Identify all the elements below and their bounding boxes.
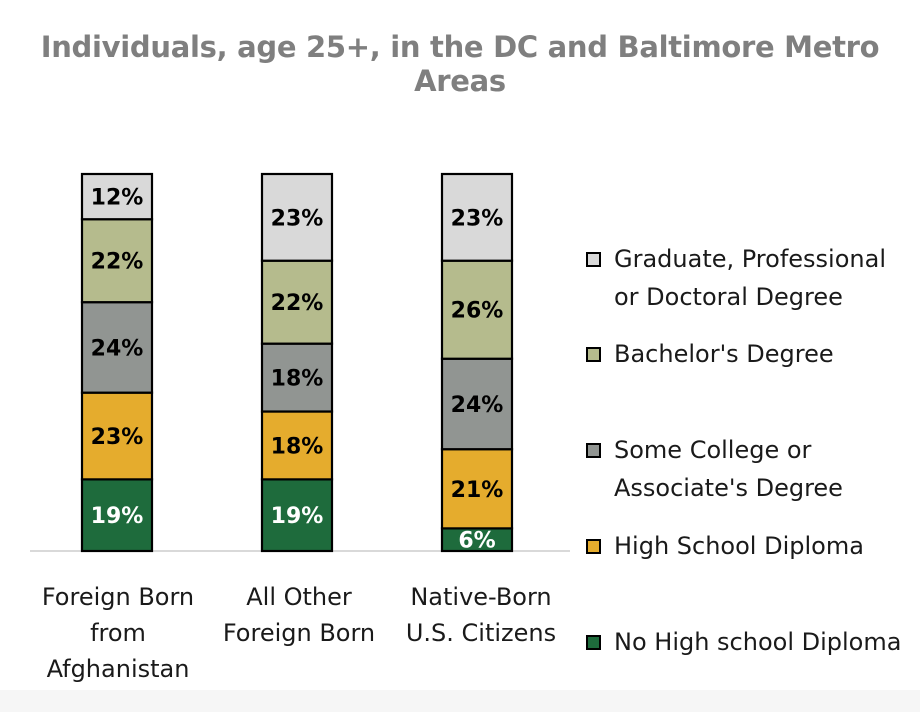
data-label: 21% bbox=[451, 478, 504, 503]
data-label: 22% bbox=[91, 250, 144, 275]
bar-segment bbox=[80, 172, 154, 221]
data-label: 23% bbox=[271, 206, 324, 231]
legend-swatch bbox=[586, 347, 601, 362]
chart-title: Individuals, age 25+, in the DC and Balt… bbox=[40, 30, 880, 98]
bar-segment bbox=[440, 259, 514, 360]
category-label-line: Native-Born bbox=[410, 583, 552, 611]
data-label: 23% bbox=[91, 425, 144, 450]
bar-segment bbox=[80, 301, 154, 394]
data-label: 18% bbox=[271, 367, 324, 392]
bar-segment bbox=[80, 478, 154, 553]
data-label: 19% bbox=[91, 504, 144, 529]
legend-swatch bbox=[586, 252, 601, 267]
data-label: 23% bbox=[451, 206, 504, 231]
bottom-band bbox=[0, 690, 920, 712]
bar-segment bbox=[260, 342, 334, 413]
legend-label-line: Associate's Degree bbox=[614, 474, 843, 502]
legend-label: No High school Diploma bbox=[614, 623, 914, 661]
legend-label-line: Some College or bbox=[614, 436, 812, 464]
legend-swatch bbox=[586, 539, 601, 554]
bar-segment bbox=[440, 357, 514, 451]
legend-label: Some College or Associate's Degree bbox=[614, 431, 914, 507]
legend-label: Graduate, Professional or Doctoral Degree bbox=[614, 240, 914, 316]
data-label: 26% bbox=[451, 299, 504, 324]
data-label: 22% bbox=[271, 291, 324, 316]
category-label-line: from bbox=[90, 619, 146, 647]
legend-label-line: Bachelor's Degree bbox=[614, 340, 834, 368]
legend-label: High School Diploma bbox=[614, 527, 914, 565]
legend-swatch bbox=[586, 635, 601, 650]
category-label: Foreign Born from Afghanistan bbox=[23, 579, 213, 687]
category-label: All Other Foreign Born bbox=[204, 579, 394, 651]
legend-label-line: Graduate, Professional bbox=[614, 245, 886, 273]
data-label: 19% bbox=[271, 504, 324, 529]
category-label-line: All Other bbox=[246, 583, 352, 611]
bar-segment bbox=[260, 172, 334, 262]
data-label: 18% bbox=[271, 434, 324, 459]
category-label-line: Afghanistan bbox=[46, 655, 190, 683]
category-label-line: Foreign Born bbox=[222, 619, 376, 647]
bar-segment bbox=[260, 259, 334, 345]
category-label-line: Foreign Born bbox=[41, 583, 195, 611]
bar-segment bbox=[80, 218, 154, 304]
legend-label-line: No High school Diploma bbox=[614, 628, 902, 656]
data-label: 24% bbox=[91, 336, 144, 361]
data-label: 24% bbox=[451, 393, 504, 418]
category-label: Native-Born U.S. Citizens bbox=[386, 579, 576, 651]
data-label: 12% bbox=[91, 186, 144, 211]
legend-label-line: or Doctoral Degree bbox=[614, 283, 843, 311]
bar-segment bbox=[440, 172, 514, 262]
category-label-line: U.S. Citizens bbox=[405, 619, 557, 647]
legend-label: Bachelor's Degree bbox=[614, 335, 914, 373]
bar-segment bbox=[260, 410, 334, 481]
data-label: 6% bbox=[458, 529, 495, 554]
bar-segment bbox=[260, 478, 334, 553]
legend-swatch bbox=[586, 443, 601, 458]
bar-segment bbox=[440, 448, 514, 530]
legend-label-line: High School Diploma bbox=[614, 532, 864, 560]
